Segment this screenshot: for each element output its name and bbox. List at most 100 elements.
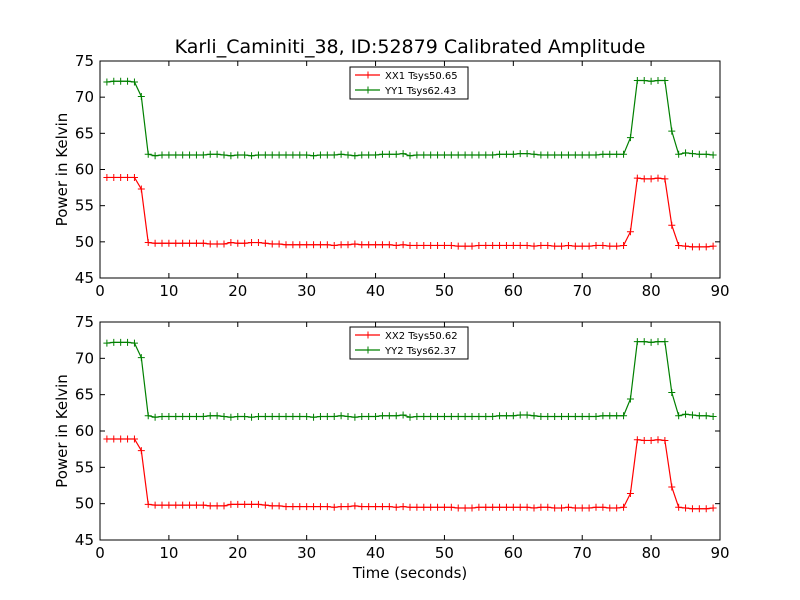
- data-point: [461, 412, 469, 420]
- data-point: [351, 413, 359, 421]
- data-point: [420, 151, 428, 159]
- data-point: [316, 151, 324, 159]
- data-point: [516, 503, 524, 511]
- data-point: [592, 241, 600, 249]
- data-point: [709, 242, 717, 250]
- data-point: [537, 151, 545, 159]
- data-point: [275, 502, 283, 510]
- data-point: [626, 228, 634, 236]
- data-point: [440, 241, 448, 249]
- legend-box: [349, 326, 469, 360]
- data-point: [227, 239, 235, 247]
- data-point: [592, 151, 600, 159]
- data-point: [564, 241, 572, 249]
- data-point: [358, 412, 366, 420]
- data-point: [103, 173, 111, 181]
- data-point: [103, 339, 111, 347]
- data-point: [413, 241, 421, 249]
- legend-label: YY1 Tsys62.43: [384, 86, 456, 97]
- data-point: [227, 152, 235, 160]
- y-axis-label: Power in Kelvin: [53, 113, 71, 227]
- data-point: [179, 501, 187, 509]
- data-point: [365, 412, 373, 420]
- data-point: [447, 151, 455, 159]
- data-point: [378, 241, 386, 249]
- data-point: [406, 413, 414, 421]
- data-point: [647, 77, 655, 85]
- data-point: [192, 412, 200, 420]
- data-point: [675, 412, 683, 420]
- data-point: [447, 503, 455, 511]
- data-point: [103, 435, 111, 443]
- data-point: [654, 436, 662, 444]
- data-point: [626, 395, 634, 403]
- data-point: [275, 240, 283, 248]
- data-point: [165, 151, 173, 159]
- data-point: [599, 412, 607, 420]
- data-point: [406, 241, 414, 249]
- data-point: [124, 338, 132, 346]
- data-point: [489, 503, 497, 511]
- data-point: [303, 503, 311, 511]
- data-point: [275, 151, 283, 159]
- data-point: [682, 504, 690, 512]
- data-point: [282, 412, 290, 420]
- data-point: [213, 150, 221, 158]
- data-point: [461, 242, 469, 250]
- data-point: [440, 503, 448, 511]
- data-point: [172, 151, 180, 159]
- data-point: [289, 503, 297, 511]
- x-tick-label: 20: [228, 282, 247, 300]
- data-point: [303, 151, 311, 159]
- data-point: [351, 152, 359, 160]
- data-point: [110, 173, 118, 181]
- data-point: [117, 77, 125, 85]
- series-line: [106, 438, 714, 510]
- data-point: [682, 149, 690, 157]
- x-tick-label: 10: [159, 544, 178, 562]
- data-point: [186, 501, 194, 509]
- data-point: [571, 242, 579, 250]
- x-tick-label: 40: [366, 544, 385, 562]
- x-tick-label: 70: [573, 544, 592, 562]
- plot-panel-2: 0 10 20 30 40 50 60 70 80 90 45 50 55 60 65 70 75 Power i…: [53, 313, 730, 562]
- data-point: [585, 242, 593, 250]
- data-point: [344, 241, 352, 249]
- data-point: [523, 503, 531, 511]
- data-point: [544, 241, 552, 249]
- data-point: [420, 503, 428, 511]
- data-point: [172, 501, 180, 509]
- data-point: [248, 500, 256, 508]
- data-point: [640, 77, 648, 85]
- data-point: [186, 239, 194, 247]
- data-point: [344, 503, 352, 511]
- data-point: [551, 151, 559, 159]
- data-point: [626, 489, 634, 497]
- y-tick-label: 60: [75, 161, 94, 179]
- data-point: [261, 151, 269, 159]
- data-point: [475, 503, 483, 511]
- data-point: [509, 503, 517, 511]
- data-point: [124, 77, 132, 85]
- data-point: [254, 412, 262, 420]
- y-tick-label: 50: [75, 233, 94, 251]
- data-point: [199, 412, 207, 420]
- data-point: [633, 338, 641, 346]
- data-point: [234, 500, 242, 508]
- data-point: [268, 240, 276, 248]
- data-point: [124, 173, 132, 181]
- data-point: [530, 504, 538, 512]
- data-point: [599, 241, 607, 249]
- x-tick-label: 80: [642, 544, 661, 562]
- data-point: [440, 412, 448, 420]
- data-point: [385, 503, 393, 511]
- data-point: [558, 151, 566, 159]
- data-point: [599, 150, 607, 158]
- data-point: [695, 150, 703, 158]
- data-point: [530, 242, 538, 250]
- data-point: [199, 239, 207, 247]
- data-point: [399, 150, 407, 158]
- data-point: [571, 412, 579, 420]
- data-point: [502, 150, 510, 158]
